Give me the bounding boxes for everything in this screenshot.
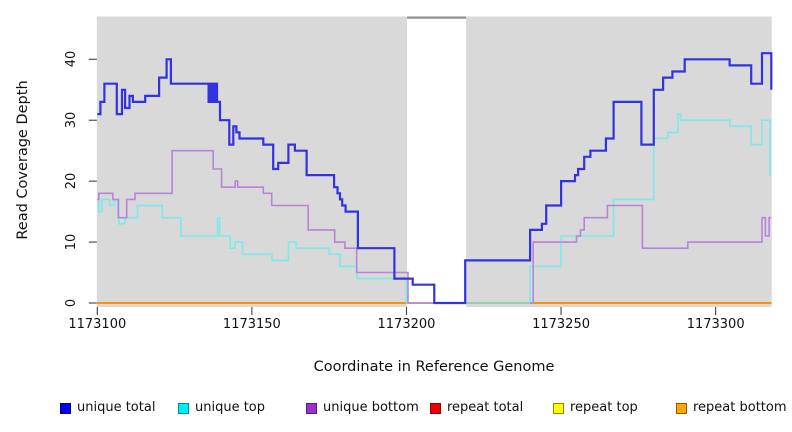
legend-swatch-icon: [178, 403, 189, 414]
x-axis-title: Coordinate in Reference Genome: [313, 359, 555, 375]
x-tick-label: 1173150: [222, 317, 281, 332]
legend-label: unique top: [195, 400, 266, 415]
legend-swatch-icon: [676, 403, 687, 414]
x-tick-label: 1173250: [532, 317, 590, 332]
series-unique-total: [97, 52, 773, 305]
x-tick-label: 1173300: [686, 317, 745, 332]
legend-label: repeat top: [570, 400, 638, 415]
series-unique-top: [97, 113, 772, 304]
x-tick-label: 1173100: [68, 317, 127, 332]
series-unique-bottom: [97, 149, 772, 304]
legend-swatch-icon: [553, 403, 564, 414]
y-tick-label: 40: [64, 51, 79, 68]
series-lines: [97, 52, 773, 305]
legend-label: repeat total: [447, 400, 524, 415]
legend-swatch-icon: [60, 403, 71, 414]
axis-tick-marks: [88, 58, 717, 315]
highlight-band: [407, 16, 467, 307]
legend-swatch-icon: [306, 403, 317, 414]
legend-label: repeat bottom: [693, 400, 787, 415]
legend-swatch-icon: [430, 403, 441, 414]
y-tick-label: 20: [64, 172, 79, 190]
legend: unique total unique top unique bottom repea…: [0, 399, 792, 425]
x-tick-label: 1173200: [377, 317, 436, 332]
y-axis-title: Read Coverage Depth: [15, 80, 31, 240]
legend-label: unique total: [77, 400, 156, 415]
y-tick-label: 10: [64, 233, 79, 251]
highlight-band-top-cap: [407, 16, 467, 19]
legend-label: unique bottom: [323, 400, 419, 415]
y-tick-label: 0: [64, 298, 79, 308]
y-tick-label: 30: [64, 111, 79, 129]
